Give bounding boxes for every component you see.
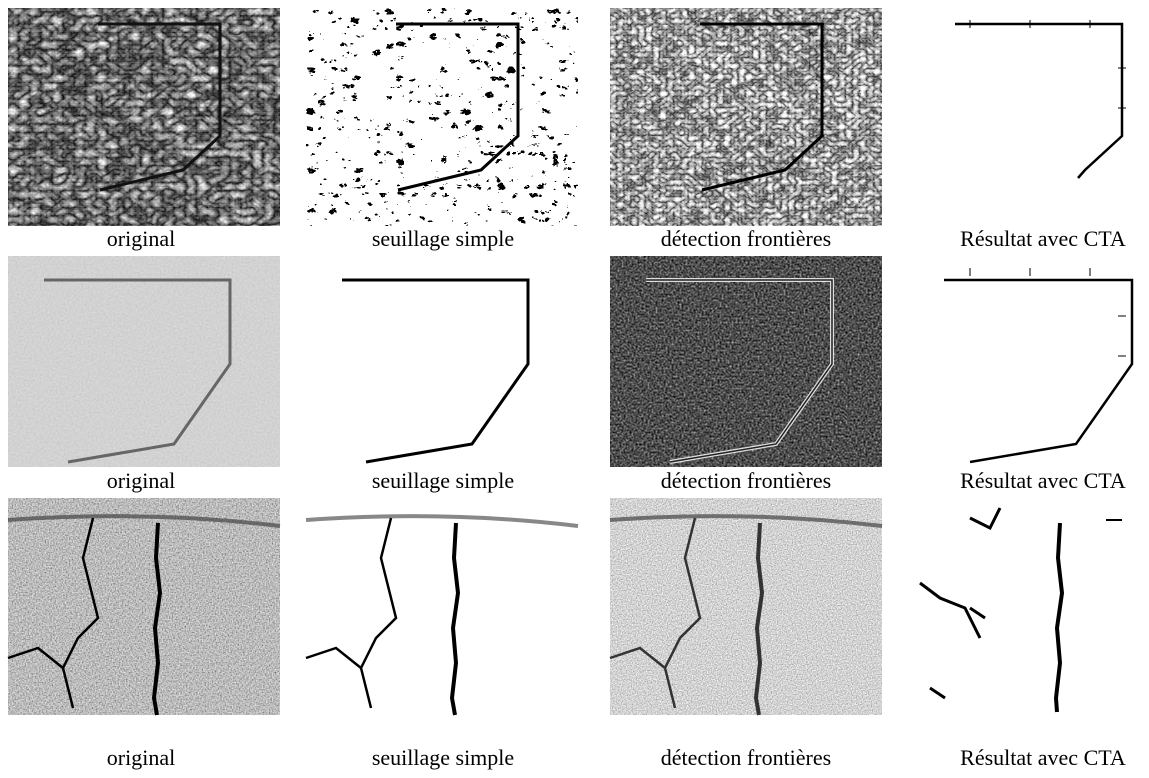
caption: seuillage simple xyxy=(372,226,514,251)
texture xyxy=(610,498,882,715)
texture xyxy=(8,8,280,226)
texture xyxy=(8,256,280,467)
page: original seuillage simple détection fronti… xyxy=(0,0,1149,773)
texture xyxy=(8,498,280,715)
texture xyxy=(610,256,882,467)
defect-line xyxy=(944,280,1132,462)
caption: original xyxy=(107,226,175,251)
panel-image xyxy=(306,256,578,467)
panel-image xyxy=(944,268,1132,462)
caption: seuillage simple xyxy=(372,745,514,770)
texture xyxy=(306,256,578,467)
crack xyxy=(1056,523,1062,712)
texture xyxy=(610,8,882,226)
caption: original xyxy=(107,745,175,770)
panel-image xyxy=(8,498,280,715)
panel-image xyxy=(920,508,1122,712)
caption: détection frontières xyxy=(661,468,831,493)
panel-image xyxy=(306,498,578,715)
caption: original xyxy=(107,468,175,493)
panel-image xyxy=(610,498,882,715)
texture xyxy=(306,8,578,226)
panel-image xyxy=(8,256,280,467)
caption: seuillage simple xyxy=(372,468,514,493)
texture xyxy=(306,498,578,715)
panel-image xyxy=(955,20,1126,178)
caption: Résultat avec CTA xyxy=(960,468,1126,493)
panel-image xyxy=(8,8,280,226)
figure: original seuillage simple détection fronti… xyxy=(0,0,1149,773)
caption: Résultat avec CTA xyxy=(960,745,1126,770)
panel-image xyxy=(610,256,882,467)
crack xyxy=(920,508,1000,698)
caption: détection frontières xyxy=(661,226,831,251)
caption: Résultat avec CTA xyxy=(960,226,1126,251)
caption: détection frontières xyxy=(661,745,831,770)
panel-image xyxy=(610,8,882,226)
defect-line xyxy=(955,24,1122,178)
panel-image xyxy=(306,8,578,226)
